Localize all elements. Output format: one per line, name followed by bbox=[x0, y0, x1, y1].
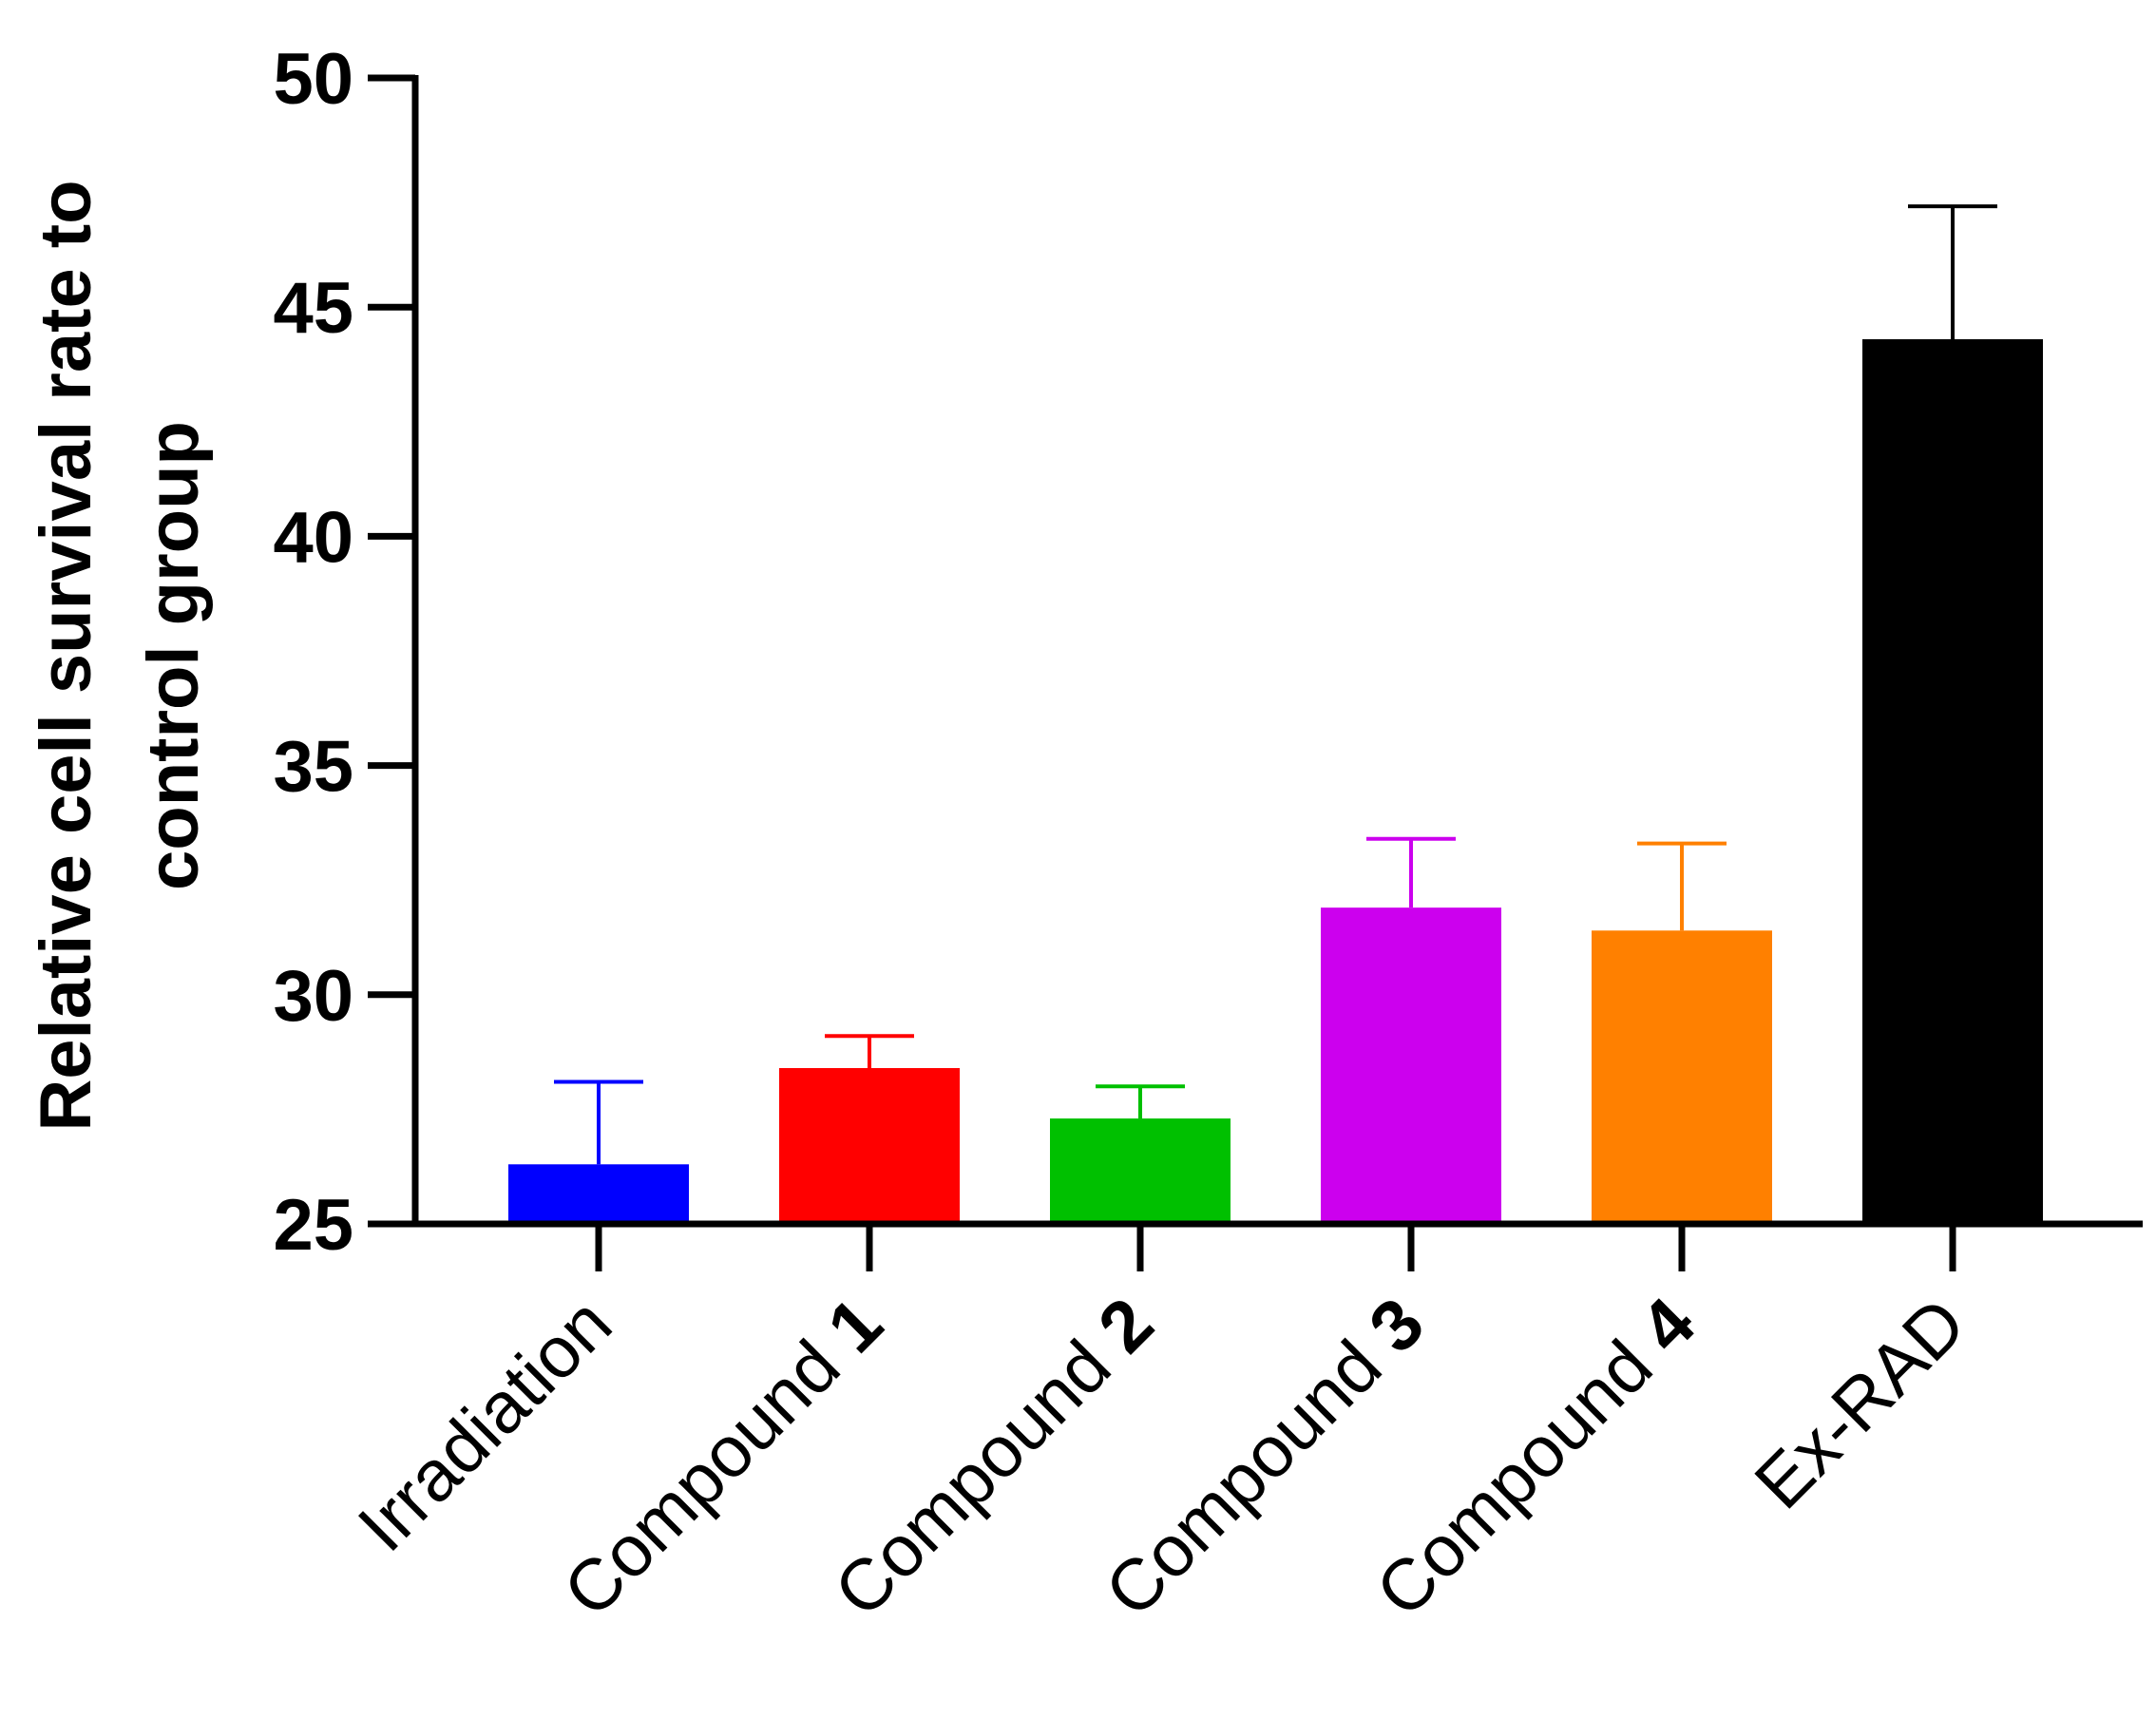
bar-4 bbox=[1592, 930, 1772, 1224]
y-tick-label-50: 50 bbox=[273, 39, 353, 120]
y-tick-label-40: 40 bbox=[273, 497, 353, 578]
y-tick-label-45: 45 bbox=[273, 268, 353, 349]
bar-5 bbox=[1862, 338, 2043, 1224]
x-tick-label-0: Irradiation bbox=[343, 1283, 627, 1567]
y-tick-label-25: 25 bbox=[273, 1185, 353, 1266]
bar-2 bbox=[1050, 1118, 1231, 1224]
y-axis-title-line-2: control group bbox=[133, 421, 214, 890]
error-bars bbox=[554, 204, 1997, 1165]
axes bbox=[411, 75, 2143, 1228]
y-tick-label-30: 30 bbox=[273, 956, 353, 1037]
x-tick-label-text-5: Ex-RAD bbox=[1740, 1283, 1981, 1524]
y-axis-label: Relative cell survival rate to control gr… bbox=[26, 180, 214, 1131]
bar-3 bbox=[1321, 907, 1501, 1224]
x-tick-label-text-0: Irradiation bbox=[343, 1283, 627, 1567]
y-axis-title-line-1: Relative cell survival rate to bbox=[26, 180, 106, 1131]
y-tick-label-35: 35 bbox=[273, 727, 353, 808]
bars bbox=[508, 338, 2043, 1224]
x-tick-label-5: Ex-RAD bbox=[1740, 1283, 1981, 1524]
y-axis-ticks: 25 30 35 40 45 50 bbox=[273, 39, 415, 1266]
bar-0 bbox=[508, 1164, 689, 1224]
bar-1 bbox=[779, 1067, 960, 1224]
